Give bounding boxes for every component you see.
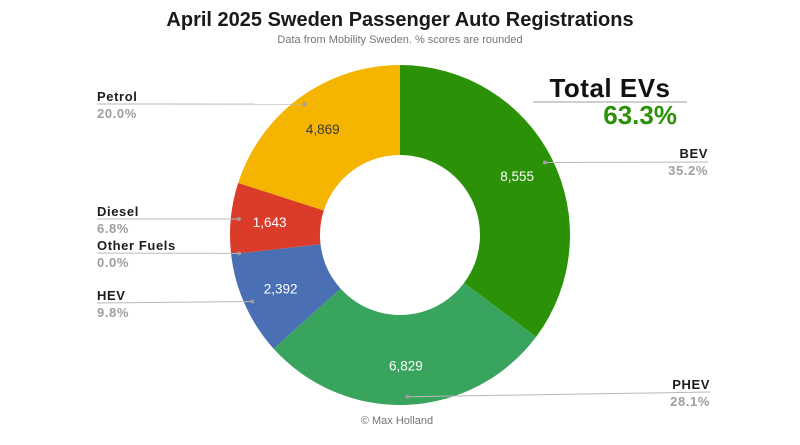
page-subtitle: Data from Mobility Sweden. % scores are …: [277, 34, 522, 46]
label-bev-pct: 35.2%: [668, 163, 708, 178]
label-other-fuels-pct: 0.0%: [97, 255, 129, 270]
leader-lines-layer: [96, 102, 711, 399]
slice-value-petrol: 4,869: [306, 122, 340, 137]
donut-slices-layer: [230, 65, 571, 405]
label-diesel: Diesel: [97, 204, 139, 219]
slice-value-hev: 2,392: [264, 282, 298, 297]
donut-slice-hev: [231, 244, 341, 349]
leader-line-phev: [407, 391, 711, 398]
total-evs-value: 63.3%: [603, 100, 677, 130]
label-hev: HEV: [97, 288, 126, 303]
total-evs-label: Total EVs: [549, 73, 670, 103]
donut-slice-petrol: [238, 65, 400, 211]
label-bev: BEV: [679, 146, 708, 161]
page-title: April 2025 Sweden Passenger Auto Registr…: [166, 9, 633, 31]
slice-value-bev: 8,555: [500, 169, 534, 184]
leader-line-hev: [96, 301, 253, 304]
label-hev-pct: 9.8%: [97, 305, 129, 320]
donut-slice-diesel: [230, 182, 324, 255]
leader-dot-hev: [250, 299, 255, 304]
leader-dot-phev: [405, 394, 410, 399]
slice-values-layer: 8,555 6,829 2,392 1,643 4,869: [253, 122, 534, 374]
label-phev: PHEV: [672, 377, 710, 392]
label-other-fuels: Other Fuels: [97, 238, 176, 253]
donut-slice-bev: [400, 65, 571, 337]
label-petrol-pct: 20.0%: [97, 106, 137, 121]
credit-text: © Max Holland: [361, 415, 433, 427]
leader-dot-other-fuels: [237, 251, 241, 256]
leader-dot-bev: [542, 160, 547, 165]
leader-dot-petrol: [302, 102, 307, 107]
label-phev-pct: 28.1%: [670, 394, 710, 409]
donut-slice-phev: [273, 282, 537, 405]
slice-value-phev: 6,829: [389, 359, 423, 374]
leader-dot-diesel: [236, 217, 241, 221]
slice-value-diesel: 1,643: [253, 215, 287, 230]
label-petrol: Petrol: [97, 89, 137, 104]
leader-line-bev: [544, 161, 709, 163]
label-diesel-pct: 6.8%: [97, 221, 129, 236]
